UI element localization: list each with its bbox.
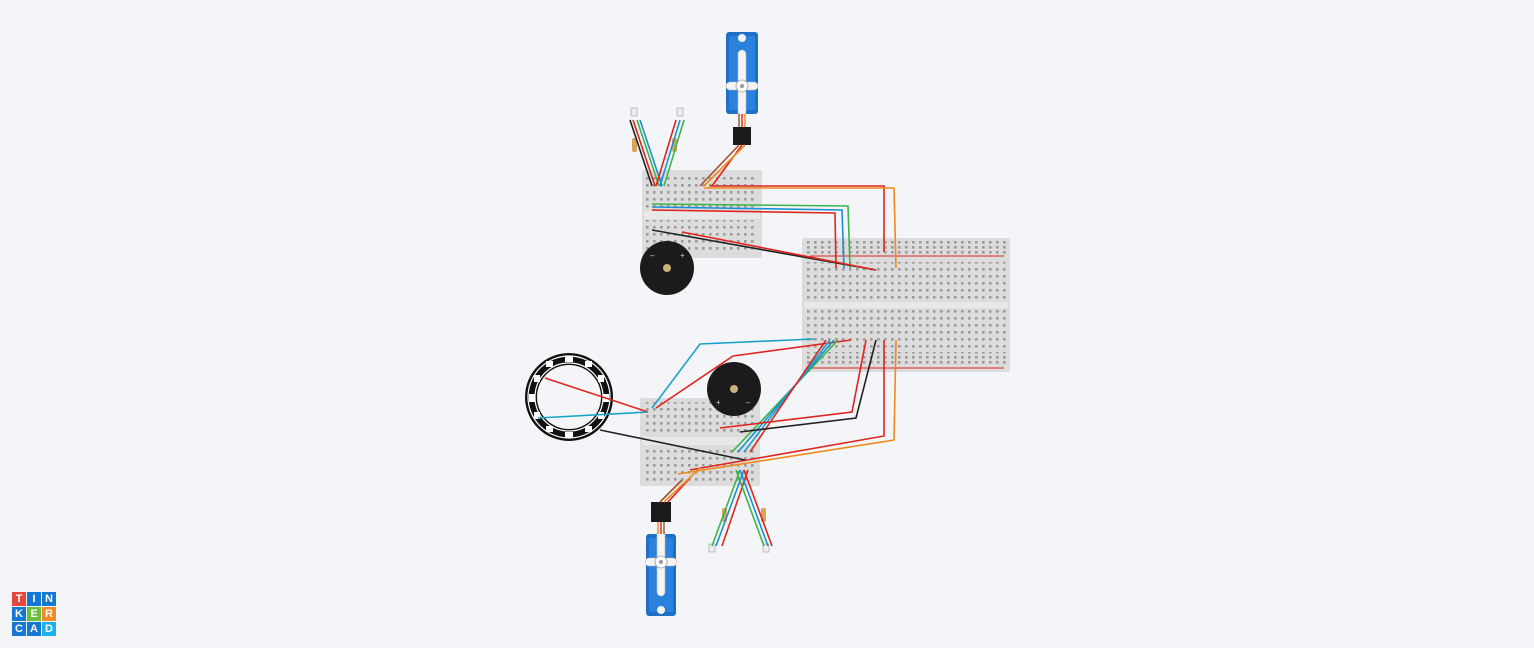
svg-text:+: + [680,251,685,260]
logo-letter: I [27,592,41,606]
neopixel-ring[interactable] [525,353,613,441]
tinkercad-logo[interactable]: T I N K E R C A D [12,592,56,636]
logo-letter: C [12,622,26,636]
svg-text:–: – [746,398,751,407]
buzzer-bottom[interactable]: + – [707,362,761,416]
logo-letter: E [27,607,41,621]
svg-text:–: – [650,251,655,260]
wires-top[interactable] [629,119,897,271]
logo-letter: R [42,607,56,621]
logo-letter: N [42,592,56,606]
wires-bottom[interactable] [537,338,897,547]
logo-letter: K [12,607,26,621]
logo-letter: T [12,592,26,606]
svg-text:+: + [716,398,721,407]
breadboard-main[interactable] [802,238,1010,372]
logo-letter: A [27,622,41,636]
servo-bottom[interactable] [644,502,678,616]
servo-top[interactable] [725,32,759,145]
buzzer-top[interactable]: – + [640,241,694,295]
logo-letter: D [42,622,56,636]
